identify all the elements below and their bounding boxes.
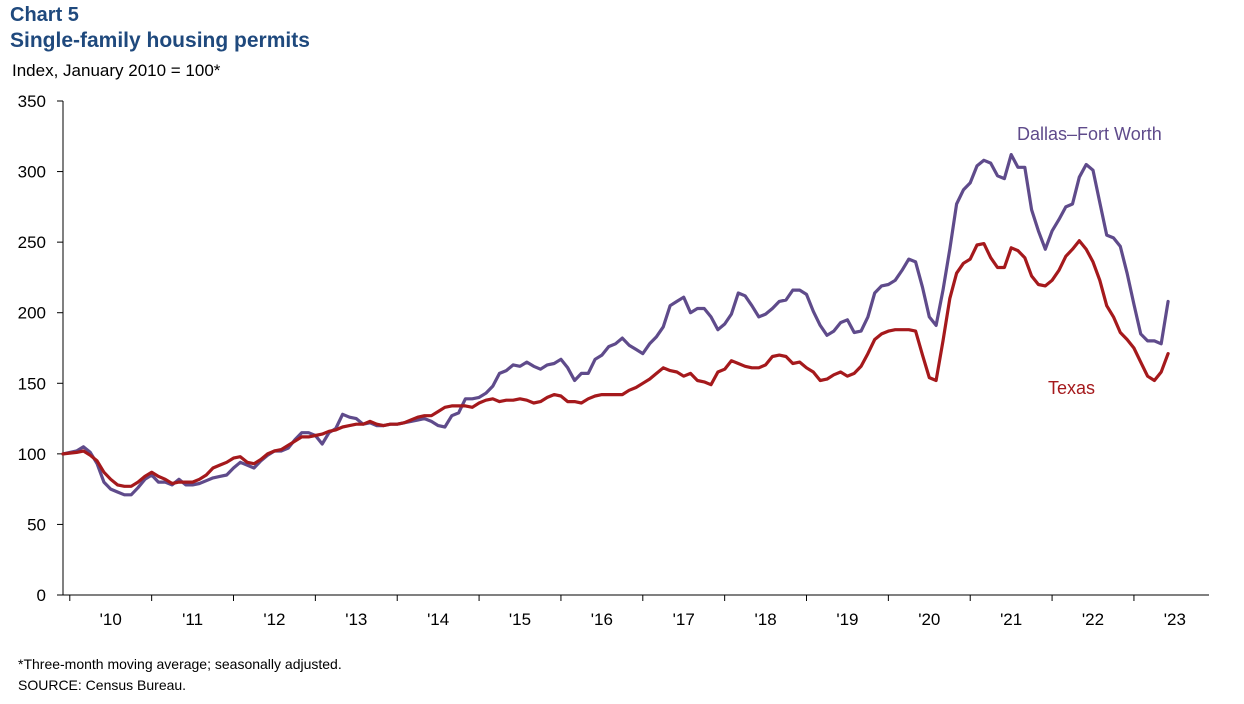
x-tick-label: '18 <box>755 610 777 629</box>
x-tick-label: '12 <box>263 610 285 629</box>
x-tick-label: '21 <box>1000 610 1022 629</box>
x-tick-label: '22 <box>1082 610 1104 629</box>
y-tick-label: 200 <box>18 304 46 323</box>
chart-number: Chart 5 <box>10 4 79 26</box>
y-tick-label: 350 <box>18 92 46 111</box>
series-line-texas <box>61 239 1170 488</box>
x-tick-label: '23 <box>1164 610 1186 629</box>
source-note: SOURCE: Census Bureau. <box>18 677 187 693</box>
series-lines <box>61 153 1170 497</box>
chart-title: Single-family housing permits <box>10 29 310 52</box>
y-tick-label: 150 <box>18 374 46 393</box>
y-axis-units: Index, January 2010 = 100* <box>12 61 221 80</box>
x-tick-label: '19 <box>836 610 858 629</box>
y-tick-label: 0 <box>37 586 46 605</box>
x-tick-label: '20 <box>918 610 940 629</box>
axes <box>57 100 1209 601</box>
y-tick-label: 50 <box>27 515 46 534</box>
series-line-dallas-fort-worth <box>61 153 1170 497</box>
y-tick-label: 300 <box>18 163 46 182</box>
x-tick-label: '11 <box>182 610 203 629</box>
x-tick-label: '14 <box>427 610 449 629</box>
x-tick-label: '17 <box>673 610 695 629</box>
x-tick-label: '16 <box>591 610 613 629</box>
y-tick-label: 250 <box>18 233 46 252</box>
series-label-texas: Texas <box>1048 378 1095 398</box>
x-tick-label: '15 <box>509 610 531 629</box>
series-label-dallas-fort-worth: Dallas–Fort Worth <box>1017 124 1162 144</box>
footnote: *Three-month moving average; seasonally … <box>18 656 342 672</box>
x-tick-label: '13 <box>345 610 367 629</box>
tick-labels: 0 50 100 150 200 250 300 350 '10 '11 '12 '13 '14 '15 '… <box>18 92 1186 629</box>
x-tick-label: '10 <box>100 610 122 629</box>
y-tick-label: 100 <box>18 445 46 464</box>
